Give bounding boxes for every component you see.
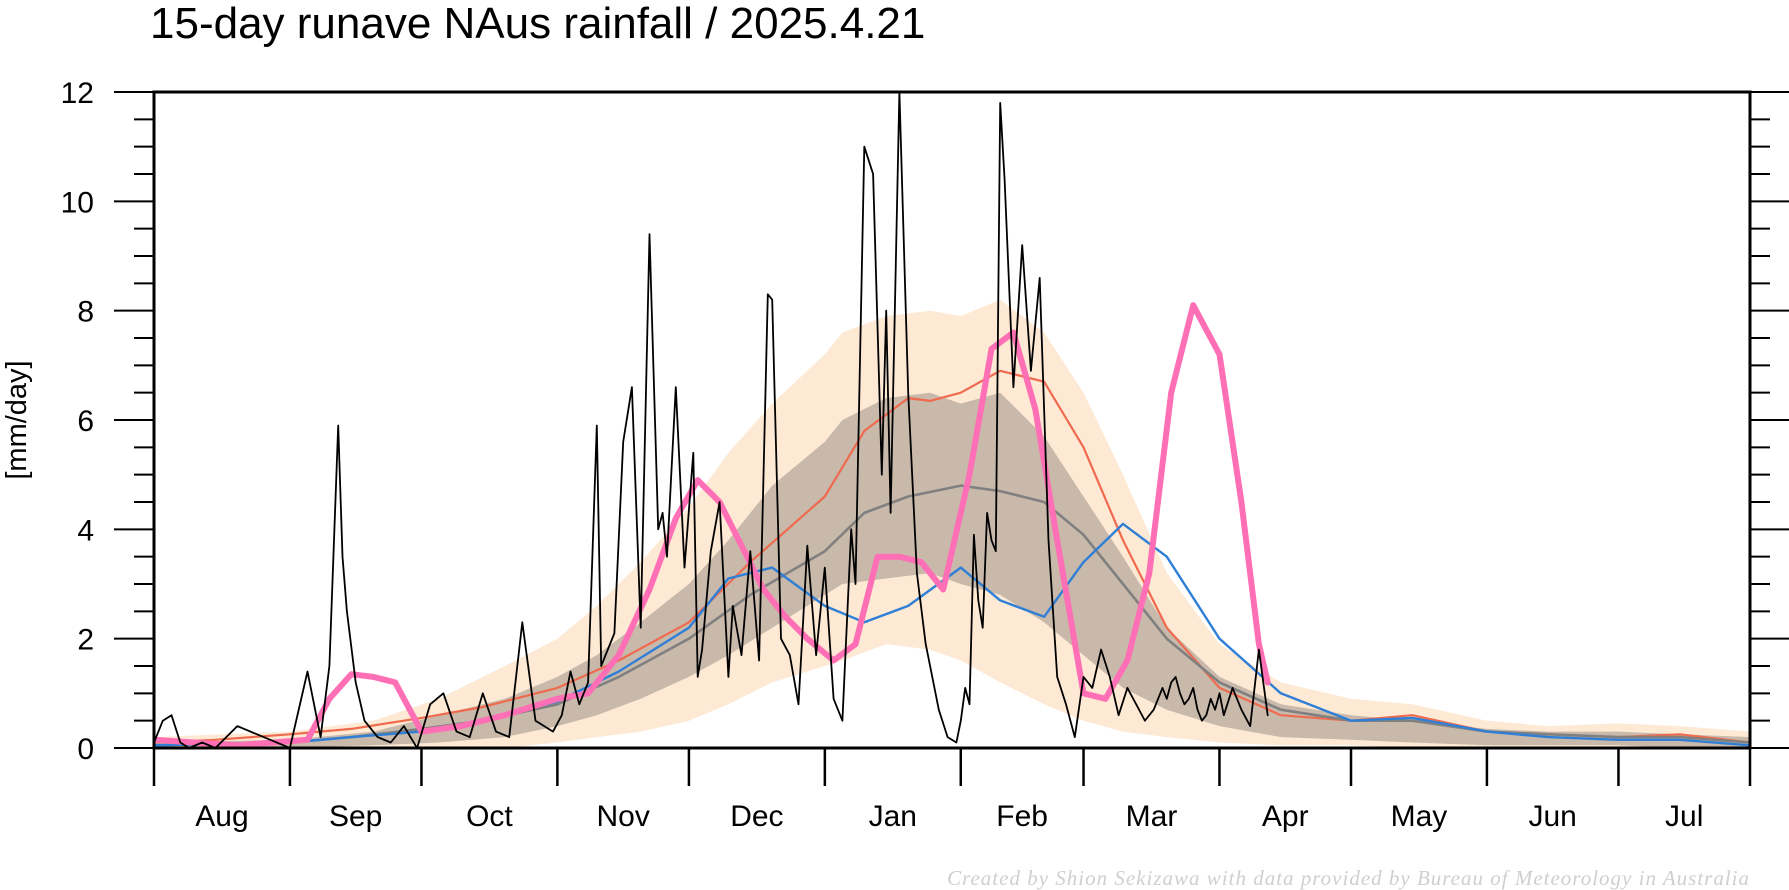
series-line-3 [154,302,1271,748]
x-tick-label: May [1391,800,1448,833]
y-tick-labels: 0 2 4 6 8 10 12 [61,77,94,766]
series-lines [154,92,1750,748]
series-line-0 [154,369,1750,744]
x-tick-label: Jan [869,800,917,833]
x-tick-label: Sep [329,800,382,833]
x-tick-label: Dec [730,800,783,833]
y-tick-label: 0 [77,733,94,766]
plot-axes [114,90,1789,786]
x-tick-label: Mar [1126,800,1178,833]
x-tick-label: Nov [596,800,649,833]
y-tick-label: 2 [77,624,94,657]
x-tick-label: Feb [996,800,1048,833]
x-tick-label: Oct [466,800,513,833]
climatology-bands [154,299,1750,748]
y-tick-label: 6 [77,405,94,438]
y-tick-label: 8 [77,296,94,329]
y-axis-label: [mm/day] [1,360,33,479]
x-tick-labels: Aug Sep Oct Nov Dec Jan Feb Mar Apr May Jun Jul [195,800,1703,833]
y-tick-label: 4 [77,514,94,547]
y-tick-label: 10 [61,186,94,219]
x-tick-label: Apr [1262,800,1309,833]
x-tick-label: Aug [195,800,248,833]
x-tick-label: Jul [1665,800,1703,833]
credit-text: Created by Shion Sekizawa with data prov… [947,866,1750,890]
x-tick-label: Jun [1529,800,1577,833]
series-line-4 [154,92,1269,748]
climatology-inner-band [154,392,1750,748]
chart-title: 15-day runave NAus rainfall / 2025.4.21 [150,0,925,48]
y-tick-label: 12 [61,77,94,110]
